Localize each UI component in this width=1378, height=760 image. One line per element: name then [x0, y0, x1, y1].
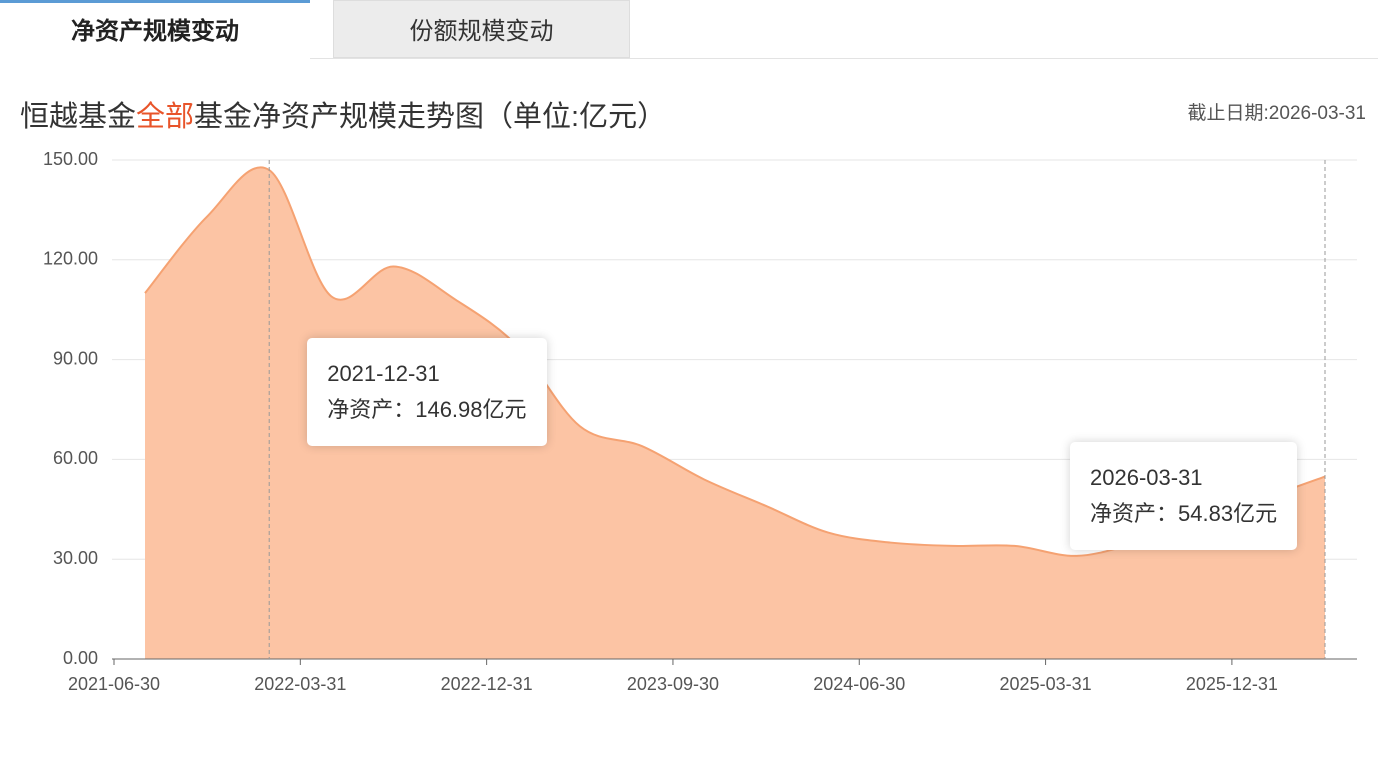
tooltip-row: 净资产：54.83亿元 — [1090, 496, 1277, 532]
x-tick-label: 2025-03-31 — [1000, 674, 1092, 694]
title-highlight: 全部 — [136, 101, 195, 133]
tab[interactable]: 净资产规模变动 — [0, 0, 310, 58]
tooltip-label: 净资产： — [1090, 500, 1179, 526]
x-tick-label: 2022-03-31 — [254, 674, 346, 694]
tooltip-date: 2026-03-31 — [1090, 464, 1203, 490]
tooltip: 2021-12-31 净资产：146.98亿元 — [307, 338, 547, 447]
y-tick-label: 30.00 — [53, 548, 98, 568]
y-tick-label: 60.00 — [53, 448, 98, 468]
area — [145, 167, 1325, 659]
y-tick-label: 150.00 — [43, 149, 98, 169]
tooltip-date: 2021-12-31 — [327, 361, 440, 387]
tooltip: 2026-03-31 净资产：54.83亿元 — [1070, 441, 1298, 550]
x-tick-label: 2024-06-30 — [813, 674, 905, 694]
x-tick-label: 2022-12-31 — [441, 674, 533, 694]
tooltip-label: 净资产： — [327, 397, 416, 423]
tooltip-row: 净资产：146.98亿元 — [327, 392, 526, 428]
title-part: 恒越基金 — [20, 101, 137, 133]
y-tick-label: 120.00 — [43, 249, 98, 269]
tab[interactable]: 份额规模变动 — [333, 0, 630, 58]
title-part: 基金净资产规模走势图（单位:亿元） — [194, 101, 667, 133]
x-tick-label: 2025-12-31 — [1186, 674, 1278, 694]
y-tick-label: 0.00 — [63, 648, 98, 668]
as-of-date: 截止日期:2026-03-31 — [1187, 103, 1366, 124]
chart-title: 恒越基金全部基金净资产规模走势图（单位:亿元） — [20, 93, 666, 135]
x-tick-label: 2021-06-30 — [68, 674, 160, 694]
tab-divider — [310, 58, 1378, 59]
x-tick-label: 2023-09-30 — [627, 674, 719, 694]
tooltip-value: 54.83亿元 — [1178, 500, 1278, 526]
tooltip-value: 146.98亿元 — [415, 397, 527, 423]
y-tick-label: 90.00 — [53, 348, 98, 368]
